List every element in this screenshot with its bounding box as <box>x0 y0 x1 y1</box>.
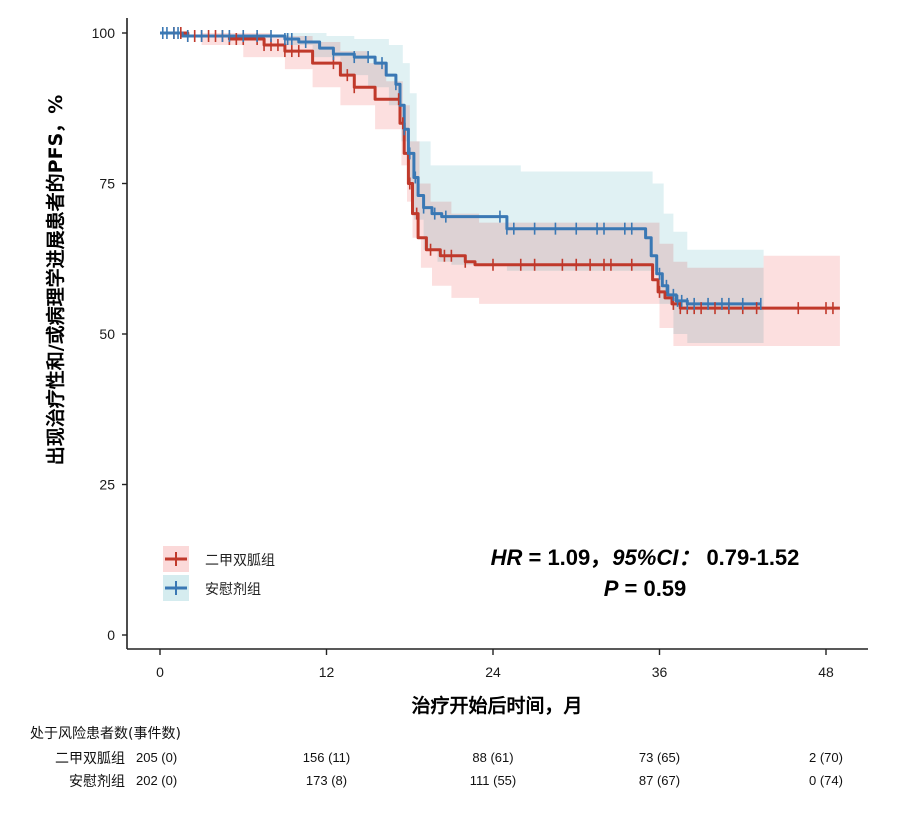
p-annotation: P = 0.59 <box>604 576 687 601</box>
risk-value-metformin: 2 (70) <box>809 750 843 765</box>
legend-label-metformin: 二甲双胍组 <box>205 553 275 569</box>
risk-value-metformin: 73 (65) <box>639 750 680 765</box>
risk-value-metformin: 156 (11) <box>303 750 350 765</box>
p-value: = 0.59 <box>618 576 686 601</box>
censor-marks <box>161 27 834 315</box>
y-tick-label: 75 <box>99 176 115 192</box>
risk-table: 处于风险患者数(事件数) 二甲双胍组 安慰剂组 205 (0) 156 (11) 8… <box>30 726 843 790</box>
hr-label: HR <box>491 545 523 570</box>
x-tick-label: 48 <box>818 664 834 680</box>
risk-row-label-placebo: 安慰剂组 <box>69 773 125 790</box>
legend-item-metformin: 二甲双胍组 <box>163 546 275 572</box>
y-axis-title: 出现治疗性和/或病理学进展患者的PFS，% <box>44 95 67 466</box>
risk-value-placebo: 173 (8) <box>306 773 347 788</box>
y-tick-label: 25 <box>99 477 115 493</box>
x-axis-title: 治疗开始后时间，月 <box>411 694 582 717</box>
y-tick-label: 50 <box>99 326 115 342</box>
risk-value-placebo: 0 (74) <box>809 773 843 788</box>
legend-label-placebo: 安慰剂组 <box>205 581 261 598</box>
legend: 二甲双胍组 安慰剂组 <box>163 546 275 601</box>
hr-value: = 1.09， <box>522 545 612 570</box>
y-ticks: 0 25 50 75 100 <box>92 25 127 643</box>
risk-table-title: 处于风险患者数(事件数) <box>30 726 181 742</box>
risk-value-metformin: 205 (0) <box>136 750 177 765</box>
risk-row-label-metformin: 二甲双胍组 <box>55 751 125 767</box>
risk-values: 205 (0) 156 (11) 88 (61) 73 (65) 2 (70) 202 (… <box>136 750 843 788</box>
risk-value-placebo: 87 (67) <box>639 773 680 788</box>
ci-label: 95%CI： <box>612 545 700 570</box>
x-tick-label: 36 <box>652 664 668 680</box>
x-tick-label: 0 <box>156 664 164 680</box>
y-tick-label: 0 <box>107 627 115 643</box>
risk-value-metformin: 88 (61) <box>472 750 513 765</box>
ci-value: 0.79-1.52 <box>700 545 799 570</box>
x-tick-label: 12 <box>319 664 335 680</box>
x-tick-label: 24 <box>485 664 501 680</box>
risk-value-placebo: 202 (0) <box>136 773 177 788</box>
hr-annotation: HR = 1.09，95%CI： 0.79-1.52 <box>491 545 800 570</box>
risk-value-placebo: 111 (55) <box>470 773 517 788</box>
y-tick-label: 100 <box>92 25 116 41</box>
p-label: P <box>604 576 619 601</box>
legend-item-placebo: 安慰剂组 <box>163 575 261 601</box>
x-ticks: 0 12 24 36 48 <box>156 649 834 680</box>
